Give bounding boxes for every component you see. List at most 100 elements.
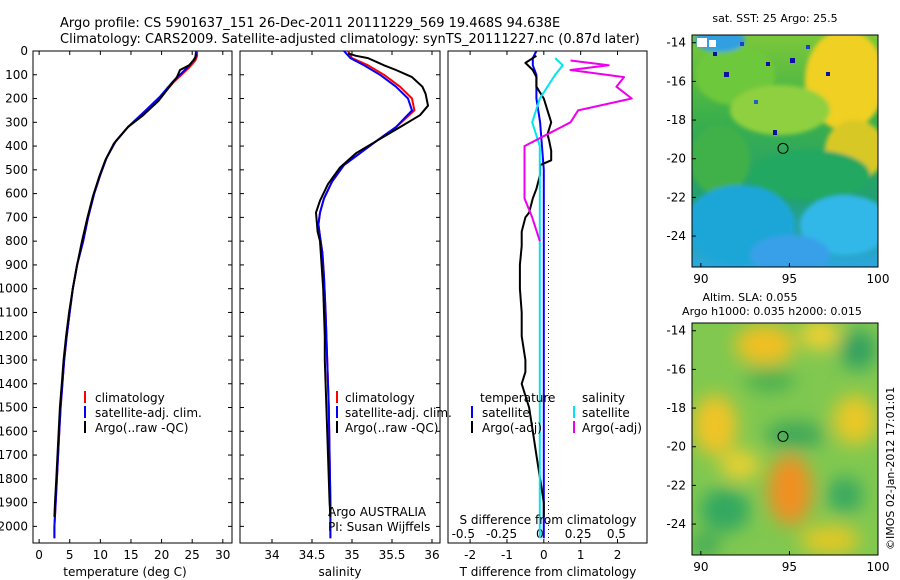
series-line-climatology — [53, 51, 199, 539]
depth-tick-label: 0 — [20, 44, 28, 58]
series-line-argo-raw-qc — [315, 52, 429, 517]
x-tick-label: 20 — [154, 548, 169, 562]
legend-heading-temperature: temperature — [480, 391, 555, 405]
x2-tick-label: -0.25 — [486, 527, 517, 541]
x-tick-label: 25 — [185, 548, 200, 562]
legend-label-argo: Argo(..raw -QC) — [345, 421, 438, 435]
x2-tick-label: -0.5 — [452, 527, 475, 541]
x-tick-label: 0 — [35, 548, 43, 562]
temperature-legend: climatology satellite-adj. clim. Argo(..… — [84, 391, 202, 435]
figure-title-line2: Climatology: CARS2009. Satellite-adjuste… — [60, 32, 640, 47]
depth-tick-label: 500 — [5, 163, 28, 177]
difference-panel: -2 -1 0 1 2 -0.5 -0.25 0 0.25 0.5 T difference f… — [447, 50, 648, 579]
legend-heading-salinity: salinity — [582, 391, 625, 405]
depth-tick-label: 1600 — [0, 424, 28, 438]
series-line-argo-raw-qc — [53, 53, 197, 517]
imos-timestamp: ©IMOS 02-Jan-2012 17:01:01 — [884, 387, 897, 550]
depth-tick-label: 1700 — [0, 448, 28, 462]
depth-tick-label: 1800 — [0, 472, 28, 486]
legend-label-satellite: satellite-adj. clim. — [345, 406, 452, 420]
x-tick-label: -2 — [464, 548, 476, 562]
latitude-tick-label: -18 — [666, 113, 686, 127]
longitude-tick-label: 90 — [693, 272, 708, 286]
latitude-tick-label: -16 — [666, 362, 686, 376]
legend-label-salinity-argo: Argo(-adj) — [582, 421, 642, 435]
x-tick-label: 15 — [123, 548, 138, 562]
depth-tick-label: 1900 — [0, 496, 28, 510]
sla-heatmap — [692, 323, 878, 555]
x-tick-label: 10 — [93, 548, 108, 562]
latitude-tick-label: -14 — [666, 36, 686, 50]
x-tick-label: 34 — [264, 548, 279, 562]
x-tick-label: 0 — [540, 548, 548, 562]
depth-tick-label: 1200 — [0, 329, 28, 343]
x-tick-label: 1 — [577, 548, 585, 562]
x-tick-label: 34.5 — [299, 548, 326, 562]
legend-label-climatology: climatology — [95, 391, 165, 405]
x-tick-label: -1 — [501, 548, 513, 562]
depth-tick-label: 1500 — [0, 401, 28, 415]
series-line-salinity-satellite — [531, 57, 564, 539]
x-tick-label: 35 — [344, 548, 359, 562]
sst-map-title: sat. SST: 25 Argo: 25.5 — [712, 12, 837, 25]
depth-tick-label: 1000 — [0, 282, 28, 296]
argo-pi-annotation: PI: Susan Wijffels — [328, 520, 430, 534]
depth-tick-label: 800 — [5, 234, 28, 248]
salinity-panel: 34 34.5 35 35.5 36 salinity climatology sate… — [239, 50, 452, 579]
argo-location-marker — [777, 142, 789, 154]
difference-legend: temperature satellite Argo(-adj) salinit… — [471, 391, 642, 435]
difference-plot-frame — [447, 50, 648, 544]
x2-tick-label: 0.25 — [565, 527, 592, 541]
longitude-tick-label: 95 — [782, 560, 797, 574]
salinity-plot-frame — [239, 50, 441, 544]
t-difference-x-label: T difference from climatology — [459, 565, 637, 579]
series-line-temperature-argo-adj — [518, 54, 553, 517]
latitude-tick-label: -22 — [666, 478, 686, 492]
longitude-tick-label: 95 — [782, 272, 797, 286]
longitude-tick-label: 100 — [867, 560, 890, 574]
sst-map-panel: sat. SST: 25 Argo: 25.5 — [666, 12, 890, 286]
series-line-salinity-argo-adj — [523, 59, 633, 242]
temperature-plot-frame — [32, 50, 233, 544]
legend-label-argo: Argo(..raw -QC) — [95, 421, 188, 435]
latitude-tick-label: -22 — [666, 190, 686, 204]
sla-map-frame — [691, 322, 879, 556]
salinity-x-label: salinity — [318, 565, 361, 579]
series-line-satellite-adj-clim — [317, 50, 413, 539]
argo-program-annotation: Argo AUSTRALIA — [328, 505, 427, 519]
s-difference-x-label: S difference from climatology — [460, 513, 637, 527]
legend-label-climatology: climatology — [345, 391, 415, 405]
argo-location-marker — [777, 430, 789, 442]
sst-heatmap — [692, 35, 878, 267]
depth-tick-label: 1100 — [0, 305, 28, 319]
legend-label-temperature-satellite: satellite — [482, 406, 530, 420]
sst-map-frame — [691, 34, 879, 268]
latitude-tick-label: -20 — [666, 152, 686, 166]
x-tick-label: 36 — [424, 548, 439, 562]
latitude-tick-label: -18 — [666, 401, 686, 415]
legend-label-satellite: satellite-adj. clim. — [95, 406, 202, 420]
depth-tick-label: 400 — [5, 139, 28, 153]
depth-tick-label: 1300 — [0, 353, 28, 367]
latitude-tick-label: -14 — [666, 324, 686, 338]
x-tick-label: 5 — [66, 548, 74, 562]
depth-tick-label: 1400 — [0, 377, 28, 391]
depth-tick-label: 900 — [5, 258, 28, 272]
temperature-x-label: temperature (deg C) — [63, 565, 186, 579]
sla-map-title: Altim. SLA: 0.055 — [702, 291, 797, 304]
longitude-tick-label: 100 — [867, 272, 890, 286]
x-tick-label: 35.5 — [379, 548, 406, 562]
figure-title-line1: Argo profile: CS 5901637_151 26-Dec-2011… — [60, 16, 560, 31]
latitude-tick-label: -20 — [666, 440, 686, 454]
salinity-legend: climatology satellite-adj. clim. Argo(..… — [336, 391, 452, 435]
legend-label-salinity-satellite: satellite — [582, 406, 630, 420]
legend-label-temperature-argo: Argo(-adj) — [482, 421, 542, 435]
depth-tick-label: 600 — [5, 187, 28, 201]
depth-tick-label: 300 — [5, 115, 28, 129]
sla-map-panel: Altim. SLA: 0.055 Argo h1000: 0.035 h200… — [666, 291, 889, 574]
depth-tick-label: 2000 — [0, 519, 28, 533]
depth-tick-label: 100 — [5, 68, 28, 82]
depth-tick-label: 700 — [5, 210, 28, 224]
series-line-satellite-adj-clim — [53, 51, 197, 539]
